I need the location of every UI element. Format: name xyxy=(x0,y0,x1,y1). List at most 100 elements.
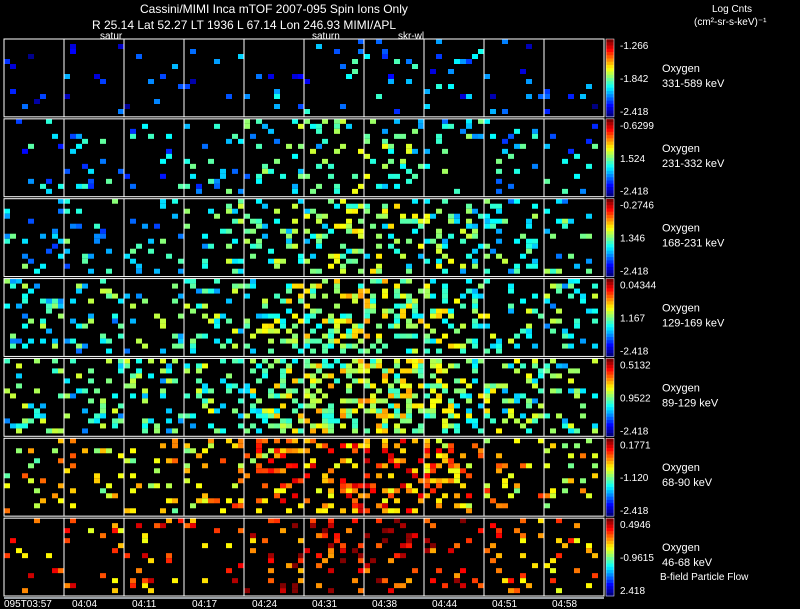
heatmap-cell xyxy=(496,428,502,434)
heatmap-cell xyxy=(568,343,574,349)
heatmap-cell xyxy=(466,203,472,209)
heatmap-cell xyxy=(316,143,322,149)
heatmap-cell xyxy=(190,413,196,419)
heatmap-cell xyxy=(592,573,598,579)
heatmap-cell xyxy=(280,588,286,594)
heatmap-cell xyxy=(556,308,562,314)
heatmap-cell xyxy=(298,578,304,584)
heatmap-cell xyxy=(214,323,220,329)
heatmap-cell xyxy=(388,173,394,179)
colorbar-mid-label: 1.167 xyxy=(620,314,645,325)
heatmap-cell xyxy=(430,488,436,494)
heatmap-cell xyxy=(208,208,214,214)
heatmap-cell xyxy=(292,153,298,159)
heatmap-cell xyxy=(184,413,190,419)
heatmap-cell xyxy=(568,333,574,339)
heatmap-cell xyxy=(496,568,502,574)
colorbar-segment xyxy=(606,103,614,108)
heatmap-cell xyxy=(502,39,508,44)
heatmap-cell xyxy=(382,423,388,429)
heatmap-cell xyxy=(568,283,574,289)
heatmap-cell xyxy=(292,333,298,339)
heatmap-cell xyxy=(292,183,298,189)
heatmap-cell xyxy=(358,183,364,189)
heatmap-cell xyxy=(46,328,52,334)
heatmap-cell xyxy=(376,348,382,354)
heatmap-cell xyxy=(196,393,202,399)
heatmap-cell xyxy=(364,203,370,209)
heatmap-cell xyxy=(436,138,442,144)
heatmap-cell xyxy=(94,388,100,394)
heatmap-cell xyxy=(310,423,316,429)
heatmap-cell xyxy=(412,488,418,494)
heatmap-cell xyxy=(130,578,136,584)
heatmap-cell xyxy=(10,393,16,399)
heatmap-cell xyxy=(22,104,28,109)
colorbar-segment xyxy=(606,294,614,299)
heatmap-cell xyxy=(364,208,370,214)
heatmap-cell xyxy=(304,393,310,399)
heatmap-cell xyxy=(502,109,508,114)
heatmap-cell xyxy=(448,69,454,74)
heatmap-cell xyxy=(508,303,514,309)
heatmap-cell xyxy=(64,74,70,79)
heatmap-cell xyxy=(352,418,358,424)
heatmap-cell xyxy=(418,368,424,374)
heatmap-cell xyxy=(406,303,412,309)
heatmap-cell xyxy=(28,178,34,184)
heatmap-cell xyxy=(250,228,256,234)
heatmap-cell xyxy=(322,508,328,514)
heatmap-cell xyxy=(448,323,454,329)
heatmap-cell xyxy=(322,138,328,144)
colorbar-segment xyxy=(606,592,614,597)
heatmap-cell xyxy=(232,133,238,139)
heatmap-cell xyxy=(448,458,454,464)
colorbar-segment xyxy=(606,234,614,239)
heatmap-cell xyxy=(316,508,322,514)
heatmap-cell xyxy=(454,493,460,499)
heatmap-cell xyxy=(376,268,382,274)
heatmap-cell xyxy=(262,408,268,414)
heatmap-cell xyxy=(238,478,244,484)
heatmap-cell xyxy=(328,413,334,419)
heatmap-cell xyxy=(508,133,514,139)
heatmap-cell xyxy=(166,148,172,154)
heatmap-cell xyxy=(10,423,16,429)
heatmap-cell xyxy=(478,213,484,219)
heatmap-cell xyxy=(274,158,280,164)
heatmap-cell xyxy=(118,528,124,534)
heatmap-cell xyxy=(280,498,286,504)
heatmap-cell xyxy=(406,278,412,284)
heatmap-cell xyxy=(496,238,502,244)
heatmap-cell xyxy=(340,478,346,484)
heatmap-cell xyxy=(328,198,334,204)
heatmap-cell xyxy=(274,488,280,494)
heatmap-cell xyxy=(154,423,160,429)
heatmap-cell xyxy=(154,468,160,474)
heatmap-cell xyxy=(274,218,280,224)
heatmap-cell xyxy=(64,583,70,589)
heatmap-cell xyxy=(40,478,46,484)
heatmap-cell xyxy=(484,438,490,444)
heatmap-cell xyxy=(574,288,580,294)
heatmap-cell xyxy=(382,438,388,444)
heatmap-cell xyxy=(244,588,250,594)
heatmap-cell xyxy=(304,463,310,469)
colorbar-segment xyxy=(606,250,614,255)
heatmap-cell xyxy=(58,238,64,244)
heatmap-cell xyxy=(286,298,292,304)
heatmap-cell xyxy=(418,253,424,259)
heatmap-cell xyxy=(142,398,148,404)
heatmap-cell xyxy=(190,173,196,179)
heatmap-cell xyxy=(502,258,508,264)
heatmap-cell xyxy=(382,343,388,349)
colorbar-frame xyxy=(605,517,615,597)
heatmap-cell xyxy=(424,483,430,489)
colorbar-frame xyxy=(605,38,615,118)
heatmap-cell xyxy=(388,323,394,329)
heatmap-cell xyxy=(544,368,550,374)
heatmap-cell xyxy=(280,423,286,429)
heatmap-cell xyxy=(394,428,400,434)
heatmap-cell xyxy=(496,338,502,344)
heatmap-cell xyxy=(268,74,274,79)
